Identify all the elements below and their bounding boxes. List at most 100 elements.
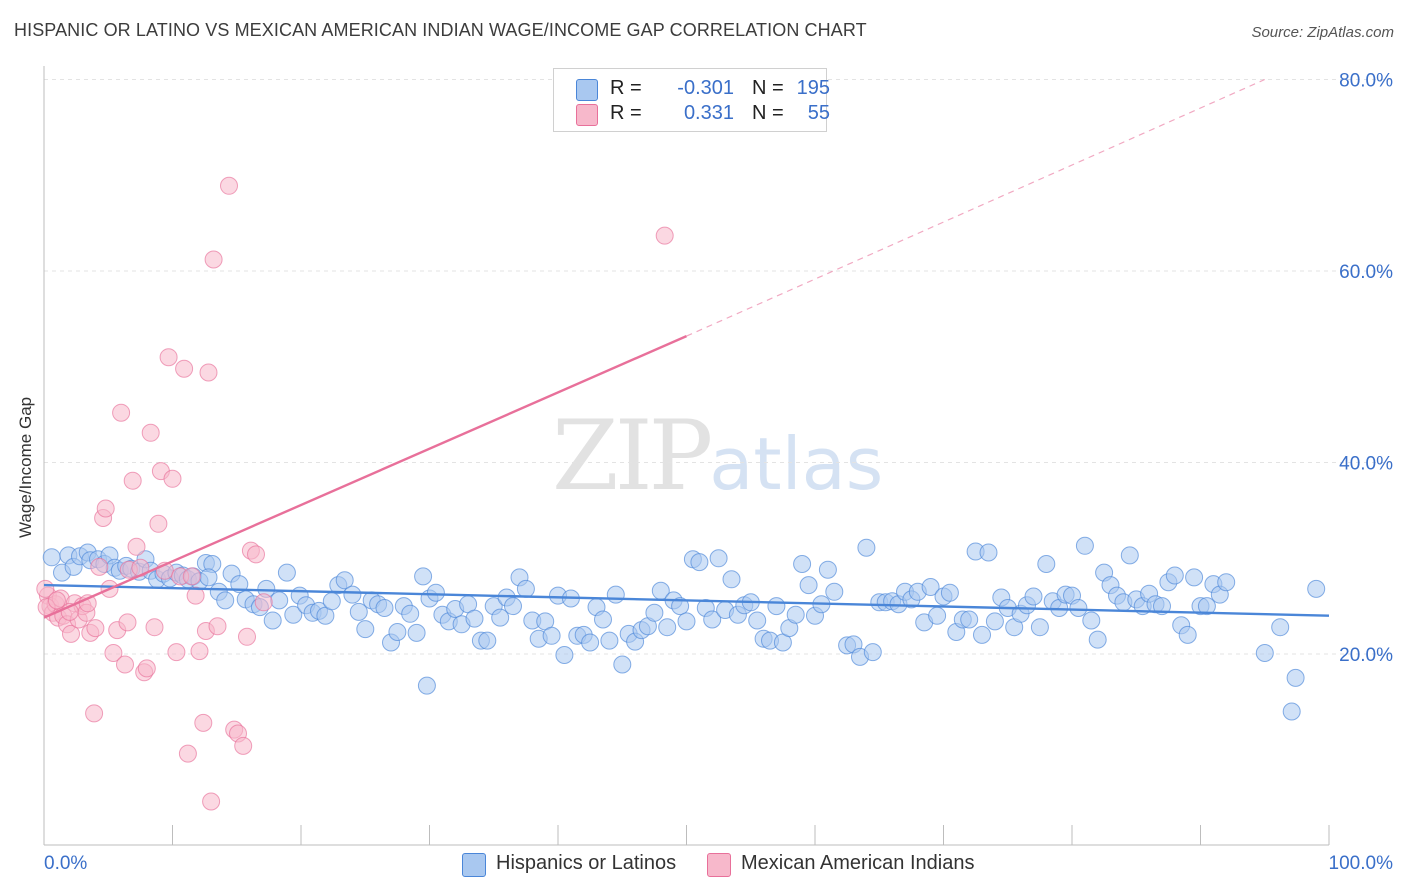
- hispanic-point: [1185, 568, 1204, 587]
- mexican-point: [145, 618, 164, 637]
- mexican-point: [62, 624, 80, 643]
- hispanic-point: [1088, 630, 1107, 649]
- mexican-point: [85, 704, 104, 723]
- hispanic-point: [658, 618, 677, 637]
- hispanic-point: [671, 597, 690, 616]
- hispanic-point: [322, 592, 341, 611]
- mexican-point: [178, 744, 197, 763]
- mexican-point: [149, 514, 168, 533]
- n-label: N =: [752, 102, 784, 124]
- hispanic-point: [1030, 618, 1049, 637]
- hispanic-point: [613, 655, 632, 674]
- hispanic-legend-label: Hispanics or Latinos: [496, 852, 677, 874]
- mexican-point: [141, 423, 160, 442]
- hispanic-point: [1255, 644, 1274, 662]
- hispanic-point: [703, 610, 722, 629]
- mexican-point: [86, 619, 105, 638]
- mexican-point: [182, 567, 201, 586]
- hispanic-point: [335, 571, 354, 590]
- watermark-zip: ZIP: [552, 400, 713, 512]
- hispanic-point: [199, 568, 218, 587]
- hispanic-point: [1120, 546, 1139, 565]
- y-axis-label: Wage/Income Gap: [16, 396, 35, 538]
- hispanic-point: [516, 579, 535, 598]
- hispanic-point: [42, 548, 61, 567]
- hispanic-point: [417, 676, 436, 695]
- hispanic-point: [1069, 599, 1088, 617]
- hispanic-point: [491, 608, 510, 627]
- mexican-legend-swatch: [707, 853, 731, 877]
- hispanic-point: [465, 609, 484, 628]
- tick-labels: 20.0% 40.0% 60.0% 80.0% 0.0% 100.0%: [44, 71, 1393, 875]
- mexican-point: [220, 176, 238, 195]
- hispanic-point: [960, 610, 979, 629]
- n-label: N =: [752, 77, 784, 99]
- hispanic-point: [542, 626, 561, 645]
- mexican-point: [123, 471, 142, 490]
- mexican-point: [104, 644, 123, 662]
- mexican-swatch: [576, 104, 598, 126]
- hispanic-point: [375, 599, 394, 617]
- hispanic-point: [1024, 587, 1043, 606]
- hispanic-point: [799, 576, 818, 595]
- hispanic-point: [857, 538, 876, 557]
- hispanic-point: [270, 591, 289, 610]
- hispanic-point: [825, 582, 844, 601]
- mexican-point: [194, 713, 213, 732]
- hispanic-point: [690, 553, 709, 572]
- mexican-point: [118, 613, 137, 632]
- r-value: -0.301: [677, 77, 734, 99]
- hispanic-point: [940, 583, 959, 602]
- y-tick-label: 40.0%: [1339, 454, 1393, 475]
- hispanic-point: [343, 585, 362, 604]
- r-label: R =: [610, 77, 642, 99]
- hispanic-trend-line: [43, 583, 1330, 617]
- stats-legend: R = -0.301 N = 195 R = 0.331 N = 55: [553, 68, 830, 132]
- hispanic-point: [722, 570, 741, 589]
- hispanic-point: [645, 603, 664, 622]
- hispanic-point: [709, 549, 728, 568]
- mexican-point: [112, 403, 131, 422]
- hispanic-point: [263, 611, 282, 630]
- hispanic-point: [748, 611, 767, 630]
- mexican-point: [159, 348, 178, 367]
- chart-source: Source: ZipAtlas.com: [1251, 24, 1394, 41]
- hispanic-point: [478, 631, 497, 650]
- hispanic-point: [555, 646, 574, 664]
- hispanic-point: [1165, 566, 1184, 585]
- mexican-point: [116, 655, 134, 674]
- watermark-atlas: atlas: [709, 422, 884, 506]
- mexican-point: [208, 617, 227, 636]
- y-tick-label: 60.0%: [1339, 262, 1393, 283]
- hispanic-point: [356, 620, 375, 639]
- mexican-point: [234, 736, 253, 755]
- mexican-point: [204, 250, 223, 269]
- hispanic-point: [349, 602, 368, 621]
- hispanic-swatch: [576, 79, 598, 101]
- mexican-point: [190, 642, 209, 661]
- hispanic-point: [677, 612, 696, 631]
- hispanic-point: [1197, 597, 1216, 616]
- hispanic-point: [979, 543, 998, 562]
- y-tick-label: 80.0%: [1339, 71, 1393, 92]
- hispanic-point: [414, 567, 433, 586]
- hispanic-point: [1037, 555, 1056, 573]
- hispanic-point: [1178, 625, 1197, 644]
- r-label: R =: [610, 102, 642, 124]
- y-tick-label: 20.0%: [1339, 645, 1393, 666]
- mexican-point: [90, 557, 109, 576]
- mexican-point: [47, 591, 66, 610]
- hispanic-point: [388, 623, 407, 641]
- hispanic-point: [1286, 668, 1305, 687]
- hispanic-point: [600, 631, 619, 650]
- mexican-point: [238, 627, 256, 646]
- hispanic-point: [284, 605, 303, 624]
- hispanic-point: [818, 560, 837, 579]
- hispanic-point: [230, 575, 249, 594]
- hispanic-point: [1217, 573, 1236, 592]
- hispanic-point: [277, 563, 296, 582]
- zipatlas-watermark: ZIPatlas: [552, 400, 883, 512]
- mexican-point: [655, 226, 674, 245]
- hispanic-point: [863, 643, 882, 662]
- mexican-point: [199, 363, 218, 382]
